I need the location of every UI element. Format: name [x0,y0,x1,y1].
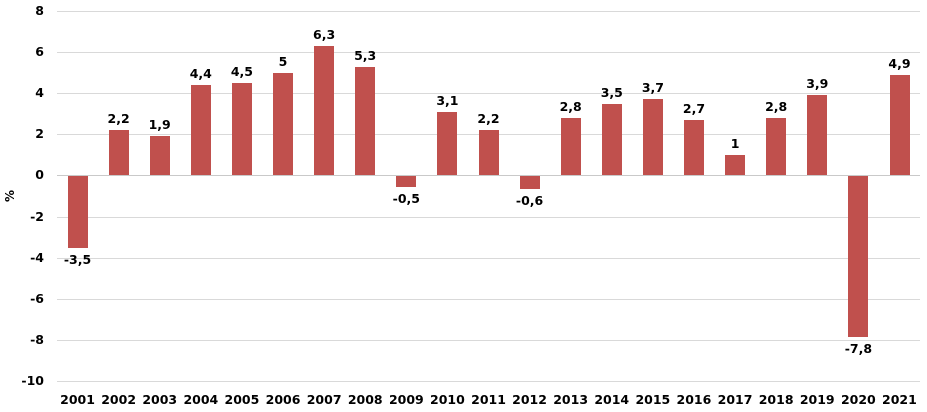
bar-2017 [725,154,746,176]
gridline [57,11,920,12]
y-tick-label: -4 [30,249,44,265]
x-tick-label-2021: 2021 [882,392,917,407]
bar-2019 [807,95,828,176]
gridline [57,216,920,218]
y-tick-label: 6 [35,44,44,60]
bar-2021 [889,74,910,176]
bar-2012 [519,176,540,189]
x-tick-label-2015: 2015 [635,392,671,407]
gridline [57,257,920,259]
x-tick-label-2003: 2003 [142,392,178,407]
gridline [57,52,920,54]
value-label-2012: -0,6 [515,192,544,208]
x-tick-label-2010: 2010 [430,392,465,407]
x-tick-label-2001: 2001 [60,392,95,407]
x-tick-label-2004: 2004 [183,392,219,407]
value-label-2010: 3,1 [436,92,459,108]
value-label-2014: 3,5 [600,84,623,100]
x-tick-label-2012: 2012 [512,392,547,407]
x-tick-label-2014: 2014 [594,392,630,407]
x-tick-label-2009: 2009 [388,392,424,407]
value-label-2006: 5 [278,53,288,69]
y-tick-label: -2 [30,208,44,224]
x-tick-label-2008: 2008 [347,392,383,407]
bar-2018 [766,117,787,176]
y-tick-label: 0 [35,167,44,183]
x-tick-label-2011: 2011 [471,392,506,407]
y-axis-title: % [3,189,17,203]
bar-2003 [149,136,170,176]
bar-2010 [437,111,458,176]
value-label-2008: 5,3 [354,47,377,63]
gridline [57,93,920,95]
y-tick-label: 4 [35,85,44,101]
gridline [57,381,920,382]
zero-gridline [57,175,920,177]
value-label-2001: -3,5 [63,252,92,268]
x-tick-label-2002: 2002 [101,392,137,407]
x-tick-label-2013: 2013 [553,392,589,407]
value-label-2009: -0,5 [392,190,420,206]
x-tick-label-2018: 2018 [758,392,794,407]
value-label-2017: 1 [730,135,740,151]
bar-2001 [67,176,88,249]
value-label-2021: 4,9 [888,55,911,71]
y-tick-label: -6 [30,290,44,306]
bar-2006 [273,72,293,176]
value-label-2005: 4,5 [230,63,253,79]
y-tick-label: -10 [21,373,44,388]
bar-2008 [355,66,376,176]
bar-2013 [560,117,581,176]
value-label-2016: 2,7 [682,100,706,116]
x-tick-label-2020: 2020 [840,392,876,407]
value-label-2018: 2,8 [765,98,788,114]
bar-2016 [684,119,704,176]
value-label-2003: 1,9 [148,117,171,133]
gridline [57,339,920,341]
x-tick-label-2006: 2006 [265,392,301,407]
value-label-2004: 4,4 [189,66,212,81]
value-label-2007: 6,3 [313,26,336,42]
bar-2009 [396,176,417,187]
x-tick-label-2005: 2005 [224,392,260,407]
value-label-2015: 3,7 [641,80,664,96]
value-label-2011: 2,2 [477,111,500,127]
y-tick-label: 2 [35,126,44,142]
x-tick-label-2017: 2017 [717,392,753,407]
bar-2002 [108,130,129,176]
bar-2020 [848,176,869,337]
y-tick-label: -8 [30,331,44,347]
value-label-2019: 3,9 [806,76,829,92]
x-tick-label-2007: 2007 [306,392,342,407]
bar-2015 [642,99,663,176]
x-tick-label-2019: 2019 [799,392,835,407]
value-label-2013: 2,8 [559,98,582,114]
bar-2011 [478,130,499,176]
value-label-2002: 2,2 [107,111,130,127]
bar-2007 [314,45,335,176]
bar-2005 [231,82,252,176]
bar-2004 [190,85,211,176]
gridline [57,298,920,300]
bar-2014 [601,103,622,176]
value-label-2020: -7,8 [844,340,873,356]
x-tick-label-2016: 2016 [676,392,712,407]
y-tick-label: 8 [35,3,44,18]
